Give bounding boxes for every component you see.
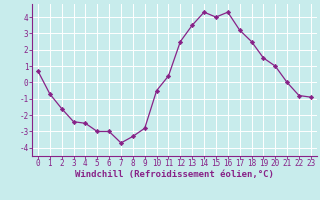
- X-axis label: Windchill (Refroidissement éolien,°C): Windchill (Refroidissement éolien,°C): [75, 170, 274, 179]
